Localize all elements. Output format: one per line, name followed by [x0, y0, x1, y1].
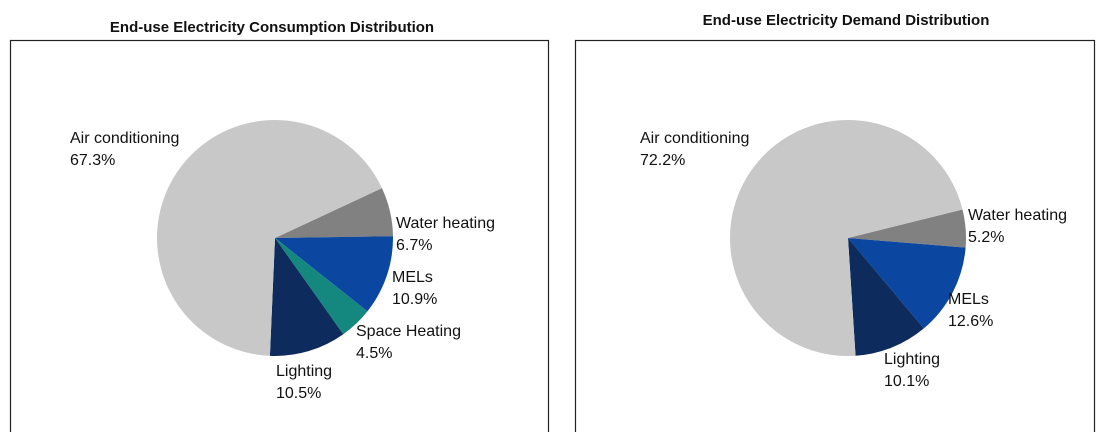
slice-value-label: 5.2%: [968, 229, 1004, 246]
slice-label: Water heating: [968, 207, 1067, 224]
chart-frame: [9, 39, 550, 432]
slice-value-label: 10.1%: [884, 373, 929, 390]
pie-slice: [269, 238, 344, 357]
pie-slice: [848, 238, 966, 329]
pie-slice: [730, 119, 963, 356]
slice-label: Air conditioning: [70, 130, 179, 147]
pie-slice: [275, 188, 393, 238]
slice-value-label: 67.3%: [70, 152, 115, 169]
pie-slice: [275, 236, 393, 312]
slice-label: MELs: [948, 291, 989, 308]
slice-value-label: 4.5%: [356, 345, 392, 362]
chart-frame: [574, 39, 1096, 432]
slice-value-label: 72.2%: [640, 152, 685, 169]
pie-slice: [848, 238, 924, 356]
slice-label: MELs: [392, 269, 433, 286]
slice-value-label: 12.6%: [948, 313, 993, 330]
chart-title: End-use Electricity Demand Distribution: [703, 12, 990, 29]
slice-label: Space Heating: [356, 323, 461, 340]
slice-value-label: 6.7%: [396, 237, 432, 254]
pie-slice: [157, 120, 382, 356]
slice-value-label: 10.9%: [392, 291, 437, 308]
slice-label: Air conditioning: [640, 130, 749, 147]
pie-slice: [275, 238, 368, 335]
pie-slice: [848, 209, 966, 248]
slice-label: Lighting: [884, 351, 940, 368]
slice-value-label: 10.5%: [276, 385, 321, 402]
chart-title: End-use Electricity Consumption Distribu…: [110, 19, 434, 36]
slice-label: Water heating: [396, 215, 495, 232]
slice-label: Lighting: [276, 363, 332, 380]
